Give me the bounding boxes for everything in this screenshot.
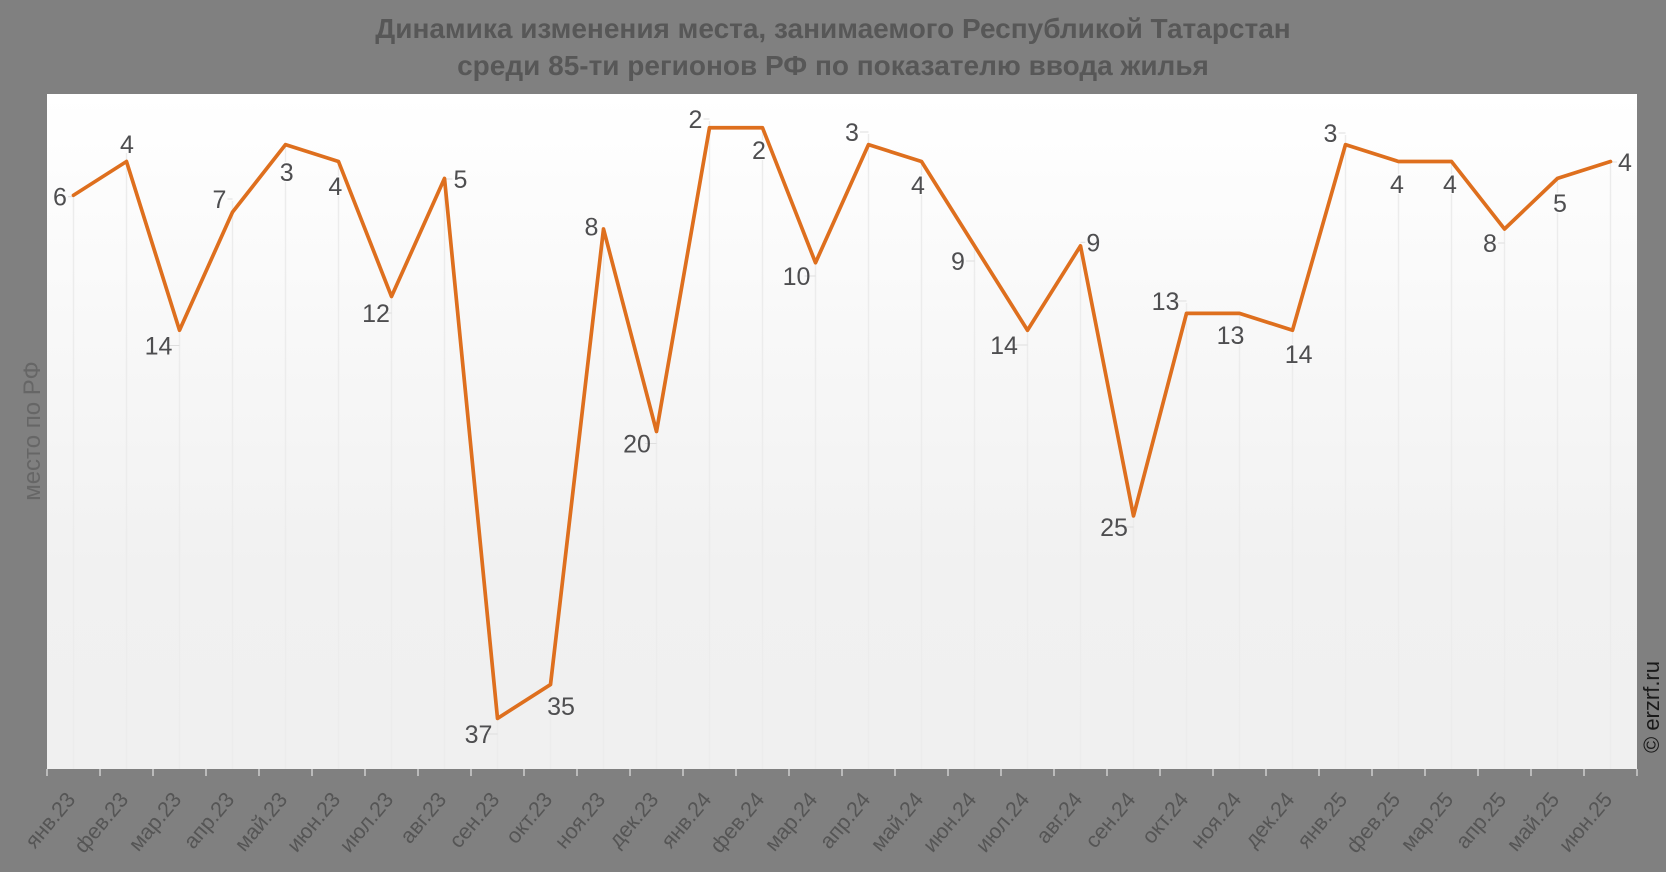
svg-text:9: 9: [1086, 229, 1100, 257]
svg-text:12: 12: [362, 300, 390, 328]
svg-text:4: 4: [1443, 171, 1457, 199]
svg-text:14: 14: [145, 333, 173, 361]
svg-text:6: 6: [53, 184, 67, 212]
svg-text:4: 4: [120, 131, 134, 159]
svg-text:5: 5: [454, 166, 468, 194]
svg-text:4: 4: [911, 172, 925, 200]
svg-text:37: 37: [465, 721, 493, 749]
svg-text:3: 3: [280, 159, 294, 187]
svg-text:4: 4: [328, 173, 342, 201]
svg-text:2: 2: [752, 137, 766, 165]
svg-text:4: 4: [1618, 149, 1632, 177]
svg-text:3: 3: [1324, 120, 1338, 148]
svg-text:8: 8: [1483, 230, 1497, 258]
svg-text:14: 14: [990, 332, 1018, 360]
svg-text:2: 2: [689, 106, 703, 134]
svg-text:10: 10: [783, 263, 811, 291]
svg-text:7: 7: [213, 186, 227, 214]
svg-text:5: 5: [1553, 190, 1567, 218]
svg-text:4: 4: [1390, 171, 1404, 199]
svg-text:3: 3: [845, 119, 859, 147]
svg-text:9: 9: [951, 248, 965, 276]
svg-text:Динамика изменения места, зани: Динамика изменения места, занимаемого Ре…: [375, 13, 1290, 44]
svg-text:среди 85-ти регионов РФ по пок: среди 85-ти регионов РФ по показателю вв…: [457, 50, 1209, 81]
svg-text:20: 20: [623, 431, 651, 459]
svg-text:13: 13: [1217, 322, 1245, 350]
svg-text:14: 14: [1285, 341, 1313, 369]
svg-text:35: 35: [547, 693, 575, 721]
svg-text:8: 8: [585, 214, 599, 242]
svg-text:© erzrf.ru: © erzrf.ru: [1639, 661, 1664, 753]
svg-text:25: 25: [1100, 514, 1128, 542]
svg-text:место по РФ: место по РФ: [19, 361, 46, 501]
svg-text:13: 13: [1152, 288, 1180, 316]
